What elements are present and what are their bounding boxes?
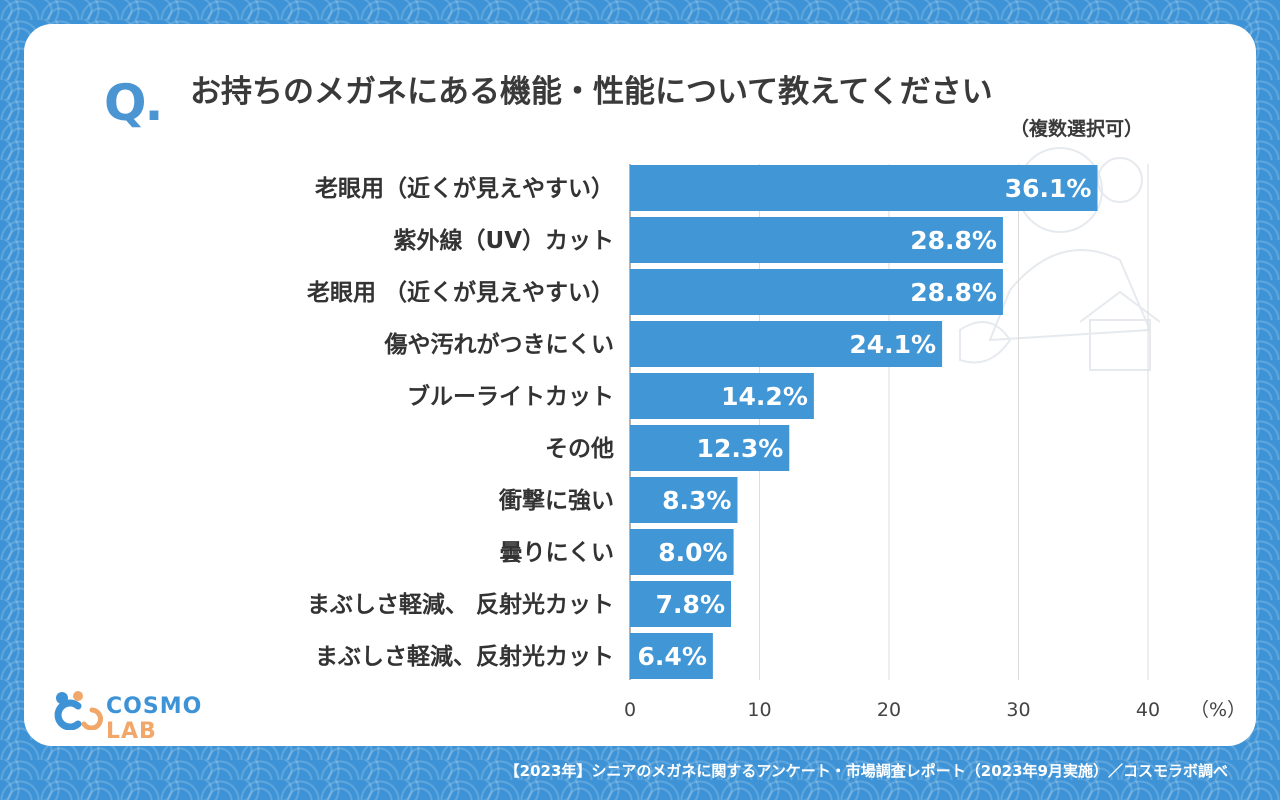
category-label: 衝撃に強い [498, 487, 614, 514]
bar [630, 165, 1098, 211]
bar [630, 269, 1003, 315]
source-footer: 【2023年】シニアのメガネに関するアンケート・市場調査レポート（2023年9月… [504, 762, 1228, 780]
bar [630, 217, 1003, 263]
question-mark: Q. [104, 74, 163, 132]
category-label: ブルーライトカット [407, 383, 614, 410]
x-tick-label: 30 [1006, 699, 1030, 721]
x-tick-label: 40 [1136, 699, 1160, 721]
bar-value-label: 12.3% [697, 434, 784, 463]
category-label: 老眼用（近くが見えやすい） [314, 175, 614, 202]
category-label: まぶしさ軽減、 反射光カット [307, 591, 614, 618]
bar [630, 477, 738, 523]
bar [630, 321, 943, 367]
logo-main: COSMO [106, 694, 203, 719]
category-label: 紫外線（UV）カット [394, 227, 614, 254]
bar-value-label: 7.8% [656, 590, 725, 619]
senior-illustration [959, 147, 1161, 371]
bar [630, 425, 790, 471]
category-label: まぶしさ軽減、反射光カット [315, 643, 614, 670]
x-tick-label: 0 [624, 699, 636, 721]
bar-value-label: 8.0% [658, 538, 727, 567]
category-label: その他 [545, 436, 614, 462]
bar-value-label: 36.1% [1005, 174, 1092, 203]
bar-value-label: 14.2% [721, 382, 808, 411]
bar [630, 581, 732, 627]
category-label: 傷や汚れがつきにくい [383, 331, 614, 358]
logo-sub: LAB [106, 719, 157, 744]
bar-value-label: 6.4% [638, 642, 707, 671]
bar [630, 633, 713, 679]
category-label: 老眼用 （近くが見えやすい） [306, 279, 614, 306]
x-tick-label: 20 [877, 699, 901, 721]
chart-title: お持ちのメガネにある機能・性能について教えてください [190, 74, 993, 110]
bar-value-label: 28.8% [910, 226, 997, 255]
x-axis-unit: （%） [1190, 699, 1246, 721]
bar [630, 529, 734, 575]
x-tick-label: 10 [747, 699, 771, 721]
logo-icon [54, 691, 103, 731]
bar-value-label: 28.8% [910, 278, 997, 307]
bar-value-label: 8.3% [662, 486, 731, 515]
bar [630, 373, 814, 419]
chart-subtitle: （複数選択可） [1010, 118, 1144, 140]
logo-text: COSMO LAB [106, 694, 248, 744]
cosmo-lab-logo: COSMO LAB [48, 686, 248, 744]
bar-value-label: 24.1% [849, 330, 936, 359]
category-label: 曇りにくい [499, 540, 614, 566]
